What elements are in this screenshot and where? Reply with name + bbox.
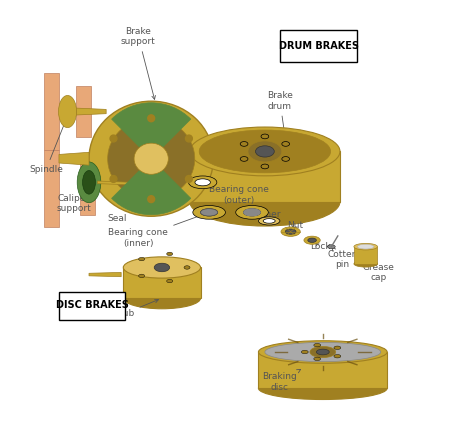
Circle shape [148,115,155,122]
Text: Nut: Nut [287,221,303,230]
Text: Brake
support: Brake support [121,27,155,100]
Polygon shape [77,108,106,115]
Ellipse shape [354,260,377,267]
Ellipse shape [184,266,190,269]
Ellipse shape [240,157,248,161]
Ellipse shape [58,96,77,128]
FancyBboxPatch shape [59,292,126,320]
Polygon shape [76,86,91,137]
Text: Hub: Hub [116,299,158,317]
Ellipse shape [334,354,341,358]
Circle shape [110,135,117,142]
Ellipse shape [134,143,168,174]
Circle shape [148,196,155,202]
Ellipse shape [334,346,341,350]
Polygon shape [258,352,387,388]
Ellipse shape [123,287,201,309]
Ellipse shape [244,209,261,216]
Ellipse shape [282,142,290,146]
Ellipse shape [195,179,210,186]
Ellipse shape [285,229,296,234]
Ellipse shape [258,341,387,363]
Ellipse shape [82,171,95,194]
Ellipse shape [201,209,218,216]
Ellipse shape [255,146,274,157]
Ellipse shape [263,219,275,223]
Text: Lock: Lock [310,242,331,251]
Polygon shape [89,272,121,277]
Ellipse shape [316,349,329,355]
Ellipse shape [108,118,195,199]
Circle shape [110,175,117,182]
Polygon shape [81,157,95,214]
Ellipse shape [308,238,316,242]
Ellipse shape [244,209,260,216]
Polygon shape [98,181,132,185]
Ellipse shape [314,357,321,360]
Ellipse shape [189,176,217,189]
Ellipse shape [314,344,321,347]
Ellipse shape [167,279,173,283]
Ellipse shape [199,130,330,173]
Ellipse shape [190,177,340,226]
Ellipse shape [354,243,377,250]
Ellipse shape [310,346,336,358]
Text: Caliper
support: Caliper support [56,185,91,214]
Ellipse shape [265,342,381,362]
Polygon shape [354,247,377,264]
Ellipse shape [258,377,387,399]
Text: Spindle: Spindle [29,119,66,174]
Text: Bearing cone
(inner): Bearing cone (inner) [109,213,206,248]
Ellipse shape [196,207,222,218]
Wedge shape [111,103,191,159]
Ellipse shape [77,162,101,203]
Ellipse shape [258,217,280,225]
Ellipse shape [304,236,320,245]
Ellipse shape [301,350,308,353]
Polygon shape [190,151,340,202]
Ellipse shape [89,101,213,216]
Polygon shape [59,152,89,165]
Text: Washer: Washer [248,210,282,219]
Ellipse shape [138,274,145,278]
Circle shape [185,135,192,142]
Ellipse shape [240,142,248,146]
Ellipse shape [154,263,170,272]
Ellipse shape [193,205,226,219]
Ellipse shape [357,245,374,249]
Text: Bearing cone
(outer): Bearing cone (outer) [209,185,269,210]
Ellipse shape [239,207,265,218]
Ellipse shape [261,134,269,139]
Ellipse shape [261,164,269,169]
Text: Braking
disc: Braking disc [263,369,301,392]
FancyBboxPatch shape [280,30,357,62]
Ellipse shape [236,205,268,219]
Ellipse shape [281,227,300,236]
Ellipse shape [248,141,282,162]
Text: Grease
cap: Grease cap [363,258,394,282]
Text: Seal: Seal [107,184,199,223]
Polygon shape [44,73,59,150]
Ellipse shape [123,257,201,278]
Ellipse shape [282,157,290,161]
Polygon shape [123,268,201,298]
Ellipse shape [167,252,173,256]
Text: DRUM BRAKES: DRUM BRAKES [279,41,358,51]
Wedge shape [111,159,191,214]
Text: Cotter
pin: Cotter pin [328,247,356,269]
Ellipse shape [138,257,145,261]
Circle shape [185,175,192,182]
Text: Brake
drum: Brake drum [267,91,293,142]
Ellipse shape [201,208,218,216]
Text: DISC BRAKES: DISC BRAKES [56,300,129,311]
Ellipse shape [190,127,340,176]
Polygon shape [44,150,59,227]
Ellipse shape [328,245,335,249]
